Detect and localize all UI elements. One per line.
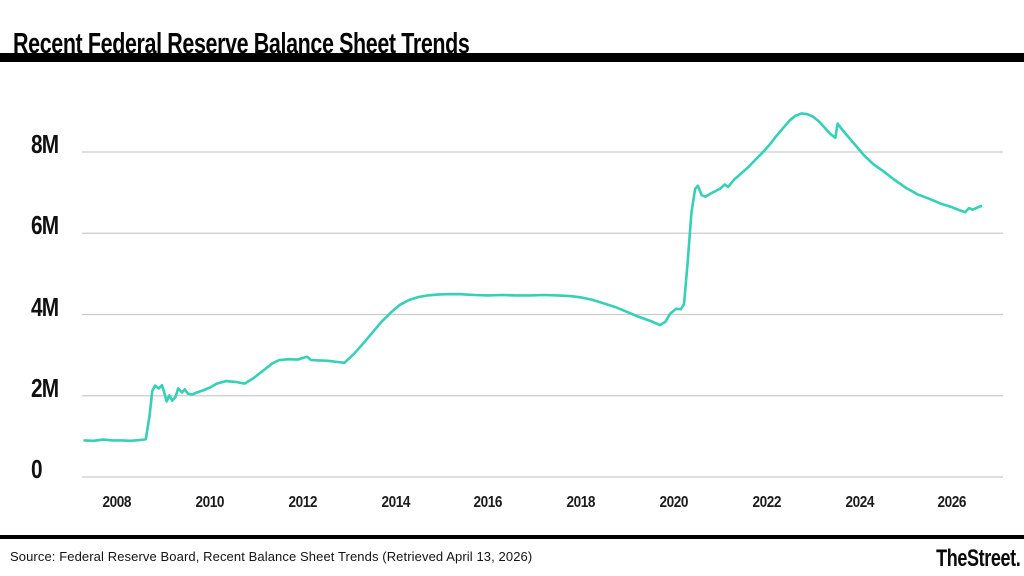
x-axis-label: 2020 bbox=[659, 494, 689, 511]
source-note: Source: Federal Reserve Board, Recent Ba… bbox=[10, 549, 533, 564]
x-axis-label: 2010 bbox=[195, 494, 225, 511]
x-axis-label: 2022 bbox=[752, 494, 781, 511]
x-axis-label: 2008 bbox=[102, 494, 132, 511]
thestreet-logo: TheStreet. bbox=[935, 545, 1021, 572]
top-divider bbox=[0, 53, 1024, 62]
x-axis-label: 2024 bbox=[845, 494, 874, 511]
bottom-divider bbox=[0, 535, 1024, 539]
balance-sheet-chart: 0 2M 4M 6M 8M 2008 2010 2012 2014 2016 2018 2020 202… bbox=[0, 62, 1024, 535]
y-axis-label: 0 bbox=[31, 454, 43, 484]
x-axis-label: 2026 bbox=[937, 494, 967, 511]
trend-line bbox=[83, 112, 983, 443]
y-axis-label: 8M bbox=[31, 129, 59, 159]
y-axis-label: 2M bbox=[31, 372, 59, 403]
y-axis-label: 6M bbox=[31, 210, 59, 241]
x-axis-label: 2014 bbox=[381, 494, 410, 511]
y-axis-label: 4M bbox=[31, 291, 59, 322]
x-axis-label: 2016 bbox=[473, 494, 503, 511]
x-axis-label: 2012 bbox=[288, 494, 317, 511]
x-axis-label: 2018 bbox=[566, 494, 596, 511]
